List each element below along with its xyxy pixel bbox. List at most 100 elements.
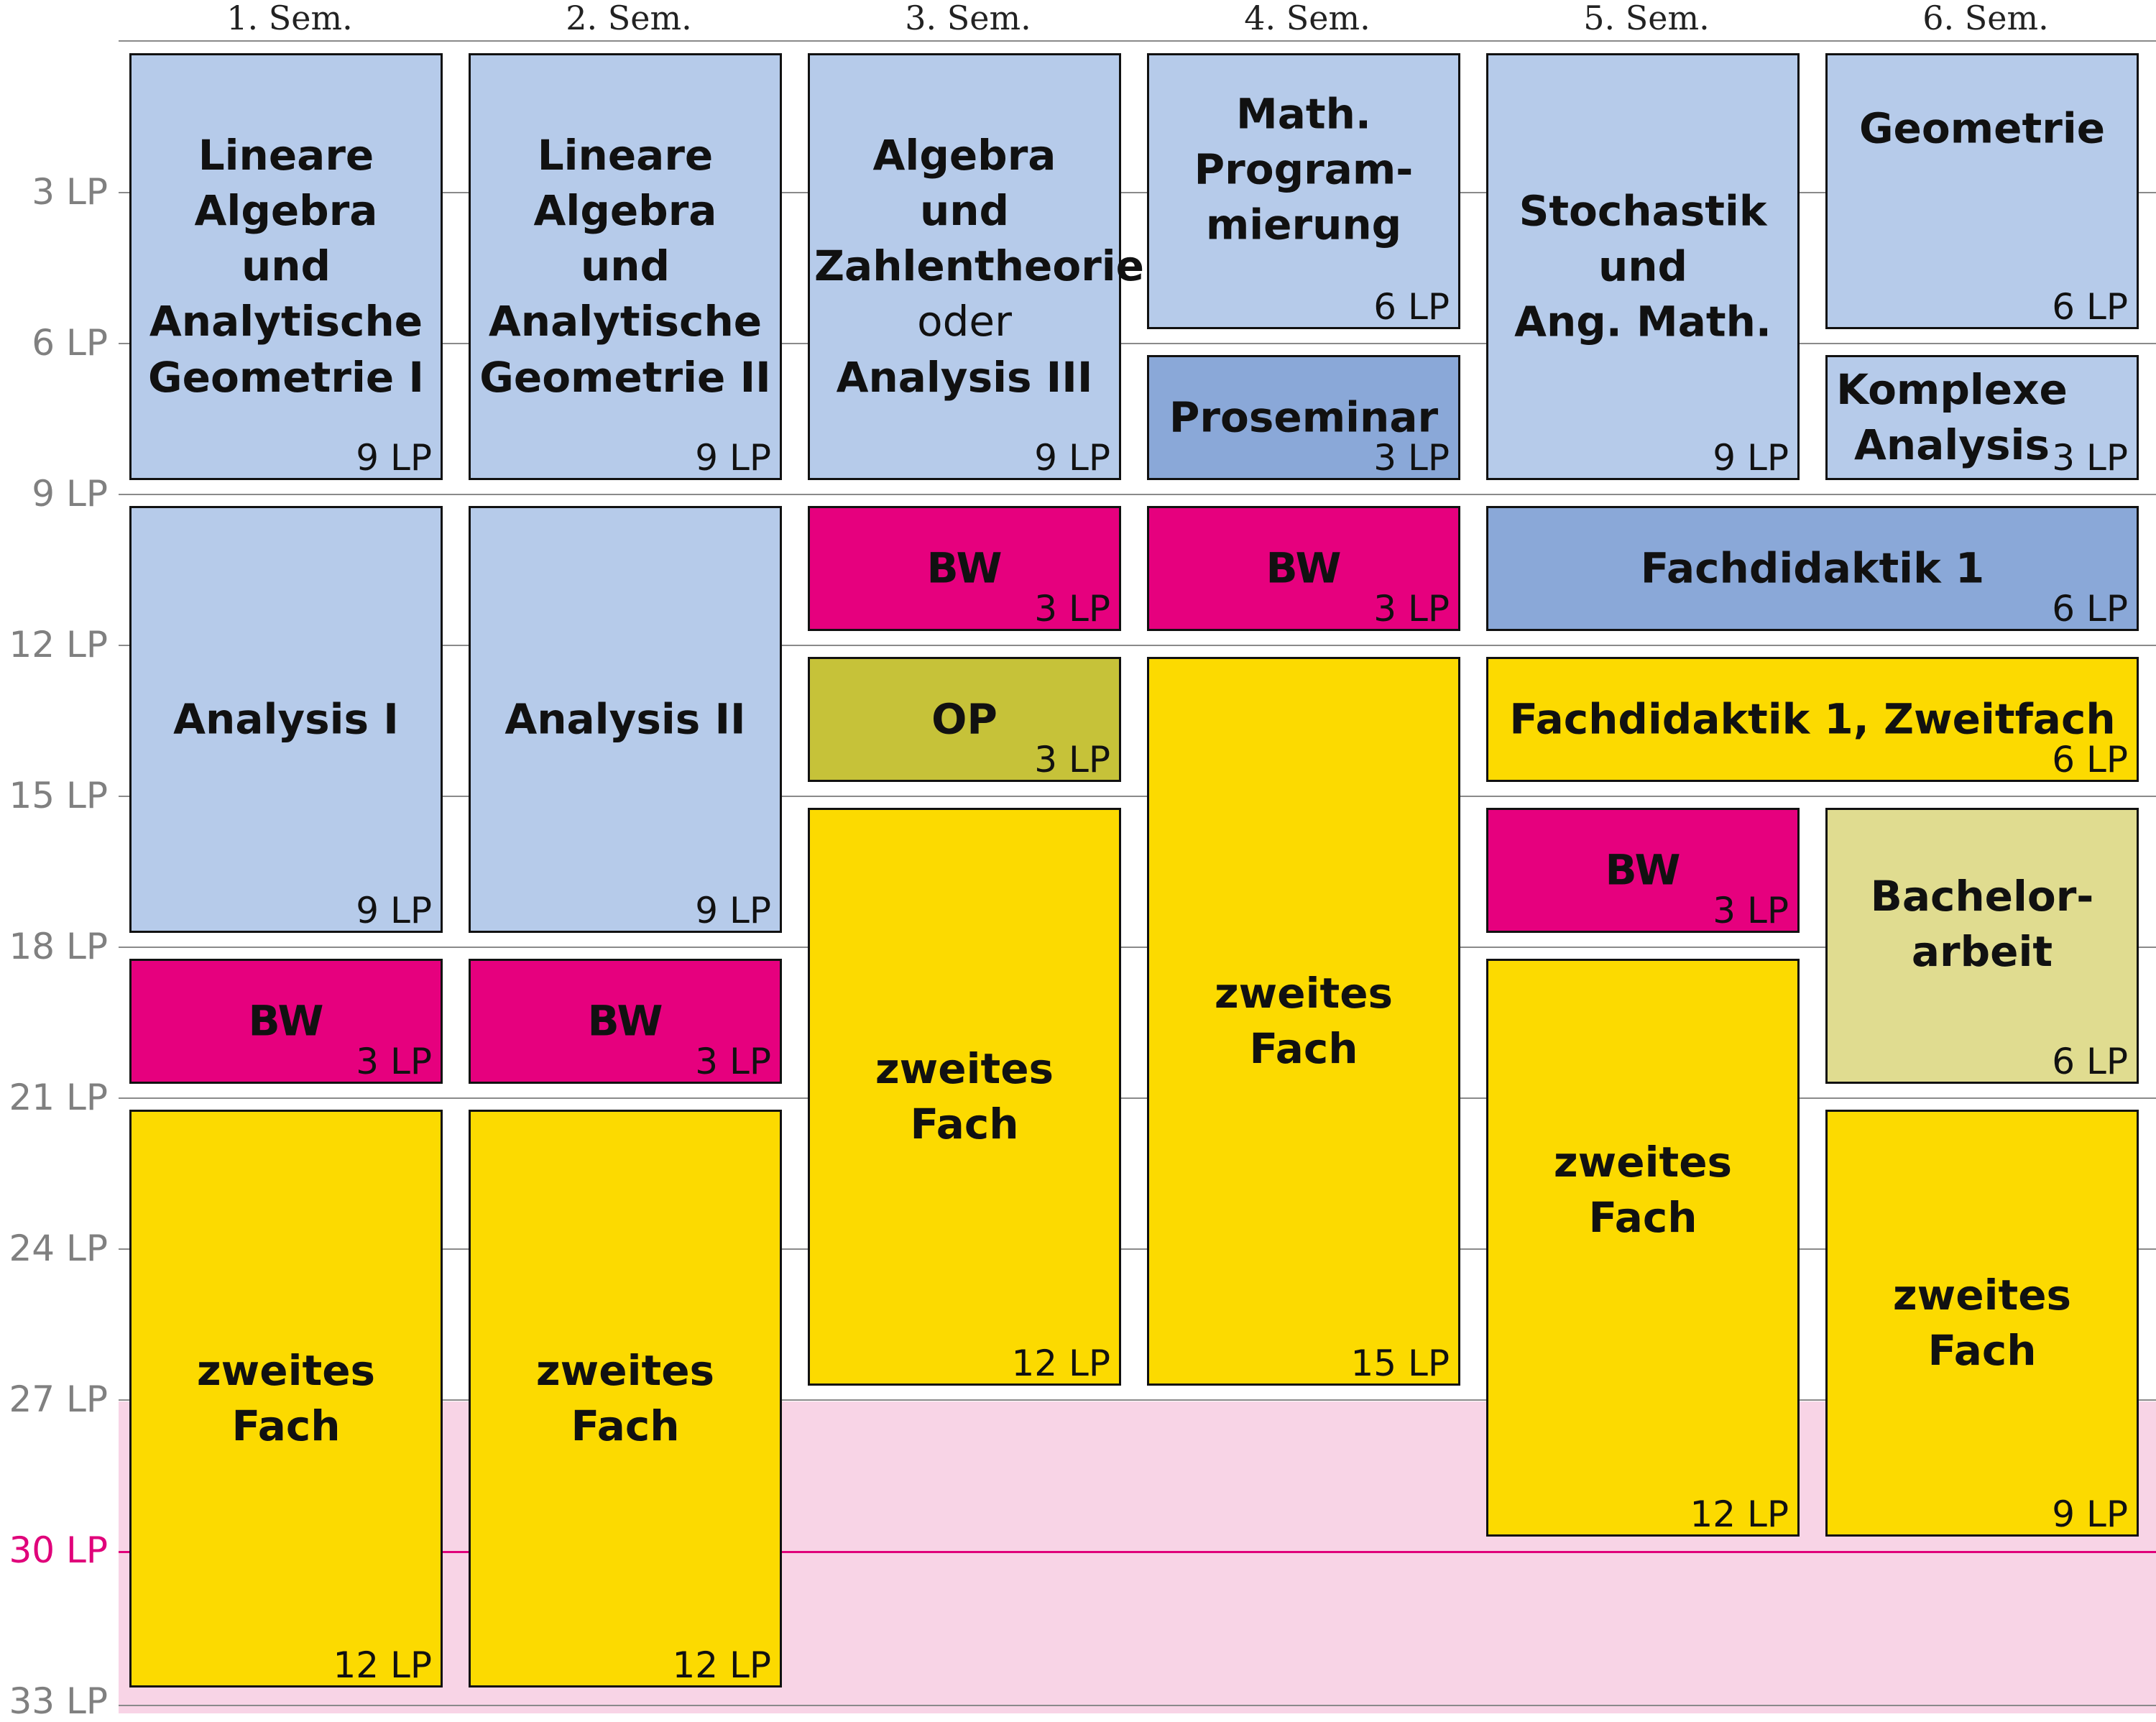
- module-name: Stochastik und Ang. Math.: [1514, 186, 1772, 346]
- module-name: Komplexe Analysis: [1836, 364, 2068, 469]
- module-lp: 15 LP: [1350, 1343, 1450, 1384]
- module-name: zweites Fach: [1553, 1138, 1733, 1243]
- module-zweites-fach-sem2: zweites Fach 12 LP: [469, 1110, 782, 1688]
- y-tick-24: 24 LP: [9, 1228, 108, 1269]
- grid-line: [119, 645, 2156, 646]
- module-name: BW: [1266, 543, 1342, 593]
- module-lp: 9 LP: [356, 437, 432, 479]
- limit-30-line: [119, 1551, 2156, 1553]
- module-stochastik: Stochastik und Ang. Math. 9 LP: [1486, 53, 1800, 480]
- module-lp: 3 LP: [695, 1041, 771, 1082]
- module-proseminar: Proseminar 3 LP: [1147, 355, 1460, 480]
- y-tick-18: 18 LP: [9, 926, 108, 967]
- semester-header-4: 4. Sem.: [1244, 0, 1370, 37]
- grid-line: [119, 796, 2156, 797]
- semester-header-3: 3. Sem.: [905, 0, 1031, 37]
- bottom-rule: [119, 1705, 2156, 1706]
- y-tick-33: 33 LP: [9, 1680, 108, 1722]
- module-zweites-fach-sem3: zweites Fach 12 LP: [808, 808, 1121, 1386]
- module-lp: 3 LP: [2052, 437, 2128, 479]
- module-name: zweites Fach: [196, 1345, 376, 1450]
- module-lp: 6 LP: [1373, 286, 1450, 328]
- module-lp: 9 LP: [2052, 1493, 2128, 1535]
- grid-line: [119, 1097, 2156, 1099]
- module-name: Analysis I: [173, 694, 399, 744]
- y-tick-21: 21 LP: [9, 1077, 108, 1118]
- module-name: BW: [248, 996, 324, 1046]
- module-lineare-algebra-2: Lineare Algebra und Analytische Geometri…: [469, 53, 782, 480]
- module-fachdidaktik-1: Fachdidaktik 1 6 LP: [1486, 506, 2139, 631]
- module-lp: 12 LP: [1011, 1343, 1110, 1384]
- module-name: Math. Program- mierung: [1194, 89, 1414, 249]
- module-analysis-2: Analysis II 9 LP: [469, 506, 782, 933]
- module-bw-sem3: BW 3 LP: [808, 506, 1121, 631]
- module-name: Fachdidaktik 1: [1640, 543, 1985, 593]
- module-komplexe-analysis: Komplexe Analysis 3 LP: [1825, 355, 2139, 480]
- module-name-alt: Analysis III: [836, 352, 1093, 402]
- module-fachdidaktik-zweitfach: Fachdidaktik 1, Zweitfach 6 LP: [1486, 657, 2139, 782]
- module-name-or: oder: [917, 297, 1012, 346]
- module-lp: 12 LP: [672, 1644, 771, 1686]
- y-tick-30-limit: 30 LP: [9, 1529, 108, 1571]
- y-tick-27: 27 LP: [9, 1378, 108, 1420]
- module-lp: 3 LP: [1373, 588, 1450, 630]
- module-name: BW: [1605, 845, 1681, 895]
- y-tick-12: 12 LP: [9, 624, 108, 666]
- module-name: zweites Fach: [1214, 968, 1393, 1073]
- module-algebra-or-analysis3: Algebra und Zahlentheorie oder Analysis …: [808, 53, 1144, 480]
- module-lineare-algebra-1: Lineare Algebra und Analytische Geometri…: [129, 53, 443, 480]
- module-lp: 3 LP: [1034, 588, 1110, 630]
- semester-header-6: 6. Sem.: [1922, 0, 2049, 37]
- module-name-main: Algebra und Zahlentheorie: [814, 131, 1145, 291]
- module-zweites-fach-sem4: zweites Fach 15 LP: [1147, 657, 1460, 1386]
- y-tick-6: 6 LP: [32, 322, 108, 364]
- y-tick-15: 15 LP: [9, 775, 108, 816]
- module-lp: 12 LP: [1690, 1493, 1789, 1535]
- module-name: Analysis II: [505, 694, 746, 744]
- module-analysis-1: Analysis I 9 LP: [129, 506, 443, 933]
- module-lp: 12 LP: [333, 1644, 432, 1686]
- module-lp: 3 LP: [1373, 437, 1450, 479]
- module-name: Fachdidaktik 1, Zweitfach: [1509, 694, 2116, 744]
- y-tick-9: 9 LP: [32, 473, 108, 515]
- module-name: Lineare Algebra und Analytische Geometri…: [148, 131, 424, 402]
- grid-line: [119, 343, 2156, 344]
- module-op: OP 3 LP: [808, 657, 1121, 782]
- module-name: Algebra und Zahlentheorie oder Analysis …: [810, 128, 1144, 405]
- module-name: Proseminar: [1169, 392, 1439, 442]
- semester-header-2: 2. Sem.: [566, 0, 692, 37]
- module-lp: 6 LP: [2052, 588, 2128, 630]
- grid-line: [119, 947, 2156, 948]
- module-name: zweites Fach: [875, 1044, 1054, 1148]
- module-lp: 9 LP: [356, 890, 432, 931]
- module-name: zweites Fach: [535, 1345, 715, 1450]
- semester-header-1: 1. Sem.: [226, 0, 353, 37]
- module-zweites-fach-sem5: zweites Fach 12 LP: [1486, 959, 1800, 1537]
- module-name: BW: [587, 996, 663, 1046]
- module-bw-sem1: BW 3 LP: [129, 959, 443, 1084]
- module-bw-sem4: BW 3 LP: [1147, 506, 1460, 631]
- module-name: OP: [931, 694, 998, 744]
- module-bw-sem2: BW 3 LP: [469, 959, 782, 1084]
- grid-line: [119, 494, 2156, 495]
- module-lp: 9 LP: [1034, 437, 1110, 479]
- module-name: Lineare Algebra und Analytische Geometri…: [479, 131, 771, 402]
- module-name: BW: [926, 543, 1003, 593]
- module-geometrie: Geometrie 6 LP: [1825, 53, 2139, 329]
- top-rule: [119, 40, 2156, 42]
- grid-line: [119, 1399, 2156, 1401]
- module-lp: 9 LP: [1713, 437, 1789, 479]
- module-bw-sem5: BW 3 LP: [1486, 808, 1800, 933]
- grid-line: [119, 1248, 2156, 1250]
- grid-line: [119, 192, 2156, 193]
- semester-header-5: 5. Sem.: [1583, 0, 1710, 37]
- y-tick-3: 3 LP: [32, 171, 108, 213]
- module-zweites-fach-sem6: zweites Fach 9 LP: [1825, 1110, 2139, 1537]
- module-math-programmierung: Math. Program- mierung 6 LP: [1147, 53, 1460, 329]
- module-lp: 6 LP: [2052, 739, 2128, 781]
- module-lp: 3 LP: [356, 1041, 432, 1082]
- module-lp: 3 LP: [1034, 739, 1110, 781]
- module-name: zweites Fach: [1892, 1270, 2072, 1375]
- module-lp: 6 LP: [2052, 1041, 2128, 1082]
